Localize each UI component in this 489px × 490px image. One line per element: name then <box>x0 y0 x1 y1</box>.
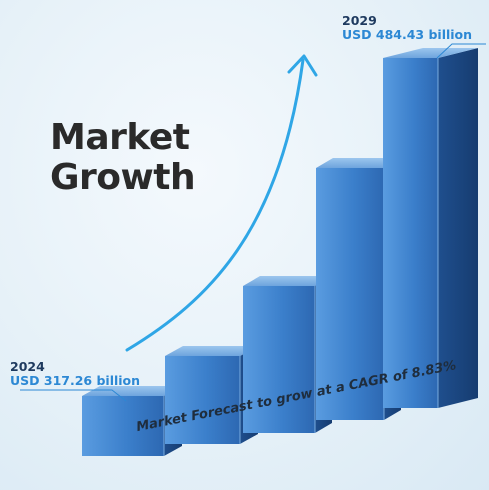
bar-front-face <box>383 58 438 408</box>
bar-top-face <box>82 386 182 396</box>
bars-group <box>82 48 478 456</box>
bar-front-face <box>243 286 315 433</box>
end-value-label: USD 484.43 billion <box>342 27 473 42</box>
bar-side-face <box>438 48 478 408</box>
growth-trend-arrow <box>125 58 305 352</box>
end-value-leader-line <box>436 43 486 59</box>
bar-column-5 <box>383 48 478 408</box>
chart-title-line-1: Market <box>50 117 190 158</box>
bar-top-face <box>243 276 332 286</box>
growth-trend-arrowhead <box>287 54 318 77</box>
bar-top-face <box>383 48 478 58</box>
bar-front-face <box>82 396 164 456</box>
chart-title-line-2: Growth <box>50 157 196 198</box>
start-value-label: USD 317.26 billion <box>10 373 141 388</box>
end-year-label: 2029 <box>342 13 377 28</box>
bar-top-face <box>165 346 258 356</box>
start-value-leader-line <box>20 389 127 402</box>
bar-top-face <box>316 158 401 168</box>
start-year-label: 2024 <box>10 359 45 374</box>
bar-front-face <box>316 168 384 420</box>
bar-front-face <box>165 356 240 444</box>
